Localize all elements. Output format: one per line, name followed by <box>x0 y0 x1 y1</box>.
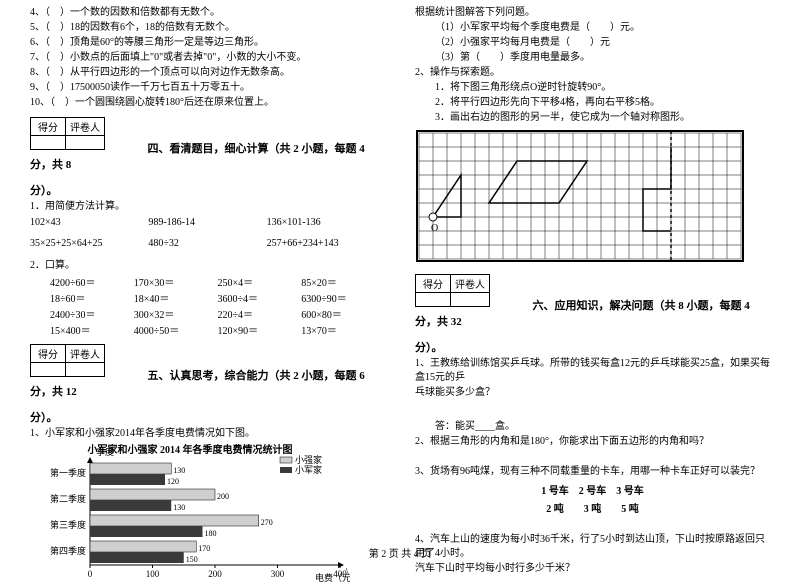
q2-op-item: 3．画出右边的图形的另一半，使它成为一个轴对称图形。 <box>415 111 770 125</box>
q6-2: 2、根据三角形的内角和是180°，你能求出下面五边形的内角和吗？ <box>415 435 770 449</box>
svg-text:\: \ <box>346 567 349 578</box>
q2-op-item: 1．将下图三角形绕点O逆时针旋转90°。 <box>415 81 770 95</box>
q6-3: 3、货场有96吨煤，现有三种不同载重量的卡车，用哪一种卡车正好可以装完？ <box>415 465 770 479</box>
answer-label: 答：能买____盒。 <box>415 420 770 434</box>
svg-text:130: 130 <box>173 503 185 512</box>
svg-text:第一季度: 第一季度 <box>50 467 86 478</box>
calc-item: 136×101-136 <box>267 217 385 228</box>
calc-item: 257+66+234+143 <box>267 238 385 249</box>
tf-item: 6、（ ）顶角是60°的等腰三角形一定是等边三角形。 <box>30 36 385 50</box>
svg-text:小军家和小强家 2014 年各季度电费情况统计图: 小军家和小强家 2014 年各季度电费情况统计图 <box>87 443 293 456</box>
q2-label: 2．口算。 <box>30 259 385 273</box>
stat-q1: （1）小军家平均每个季度电费是（ ）元。 <box>415 21 770 35</box>
calc-item: 989-186-14 <box>148 217 266 228</box>
truck-values: 2 吨 3 吨 5 吨 <box>415 500 770 515</box>
calc-item: 480÷32 <box>148 238 266 249</box>
section-close: 分）。 <box>30 410 385 426</box>
oral-row: 4200÷60＝170×30＝250×4＝85×20＝ <box>50 274 385 289</box>
score-box: 得分评卷人 <box>415 274 490 307</box>
svg-text:300: 300 <box>271 569 285 579</box>
tf-item: 9、（ ）17500050读作一千万七百五十万零五十。 <box>30 81 385 95</box>
oral-row: 2400÷30＝300×32＝220÷4＝600×80＝ <box>50 306 385 321</box>
section-close: 分）。 <box>415 340 770 356</box>
oral-row: 18÷60＝18×40＝3600÷4＝6300÷90＝ <box>50 290 385 305</box>
svg-text:O: O <box>431 223 438 234</box>
svg-text:200: 200 <box>217 492 229 501</box>
score-head: 得分 <box>31 118 66 136</box>
tf-item: 7、（ ）小数点的后面填上"0"或者去掉"0"，小数的大小不变。 <box>30 51 385 65</box>
svg-text:120: 120 <box>167 477 179 486</box>
q2-op-item: 2．将平行四边形先向下平移4格，再向右平移5格。 <box>415 96 770 110</box>
q2-op-label: 2、操作与探索题。 <box>415 66 770 80</box>
grader-head: 评卷人 <box>66 118 105 136</box>
svg-text:150: 150 <box>186 555 198 564</box>
score-box: 得分评卷人 <box>30 117 105 150</box>
svg-text:130: 130 <box>173 466 185 475</box>
tf-item: 10、（ ）一个圆围绕圆心旋转180°后还在原来位置上。 <box>30 96 385 110</box>
grid-figure: O <box>415 129 745 264</box>
calc-row: 35×25+25×64+25 480÷32 257+66+234+143 <box>30 238 385 249</box>
svg-text:第三季度: 第三季度 <box>50 519 86 530</box>
tf-item: 8、（ ）从平行四边形的一个顶点可以向对边作无数条高。 <box>30 66 385 80</box>
score-box: 得分评卷人 <box>30 344 105 377</box>
bar-chart: 小军家和小强家 2014 年各季度电费情况统计图小强家小军家季度电费（元）010… <box>30 443 350 583</box>
svg-text:170: 170 <box>198 544 210 553</box>
section-close: 分）。 <box>30 183 385 199</box>
calc-item: 35×25+25×64+25 <box>30 238 148 249</box>
svg-text:小强家: 小强家 <box>295 454 322 465</box>
q6-1a: 1、王教练给训练馆买乒乓球。所带的钱买每盒12元的乒乓球能买25盒，如果买每盒1… <box>415 357 770 385</box>
tf-item: 4、（ ）一个数的因数和倍数都有无数个。 <box>30 6 385 20</box>
q6-4b: 汽车下山时平均每小时行多少千米？ <box>415 562 770 576</box>
svg-text:第二季度: 第二季度 <box>50 493 86 504</box>
svg-text:季度: 季度 <box>96 446 114 457</box>
svg-text:180: 180 <box>205 529 217 538</box>
q6-4a: 4、汽车上山的速度为每小时36千米，行了5小时到达山顶，下山时按原路返回只用了4… <box>415 533 770 561</box>
svg-text:100: 100 <box>146 569 160 579</box>
calc-row: 102×43 989-186-14 136×101-136 <box>30 217 385 228</box>
tf-item: 5、（ ）18的因数有6个，18的倍数有无数个。 <box>30 21 385 35</box>
calc-item: 102×43 <box>30 217 148 228</box>
svg-text:200: 200 <box>208 569 222 579</box>
stat-intro: 根据统计图解答下列问题。 <box>415 6 770 20</box>
svg-text:第四季度: 第四季度 <box>50 545 86 556</box>
svg-text:0: 0 <box>88 569 93 579</box>
svg-text:270: 270 <box>261 518 273 527</box>
stat-q2: （2）小强家平均每月电费是（ ）元 <box>415 36 770 50</box>
q6-1b: 乓球能买多少盒？ <box>415 386 770 400</box>
svg-text:小军家: 小军家 <box>295 464 322 475</box>
stat-q3: （3）第（ ）季度用电量最多。 <box>415 51 770 65</box>
q5-1: 1、小军家和小强家2014年各季度电费情况如下图。 <box>30 427 385 441</box>
truck-header: 1 号车 2 号车 3 号车 <box>415 482 770 497</box>
q1-label: 1．用简便方法计算。 <box>30 200 385 214</box>
oral-row: 15×400＝4000÷50＝120×90＝13×70＝ <box>50 322 385 337</box>
